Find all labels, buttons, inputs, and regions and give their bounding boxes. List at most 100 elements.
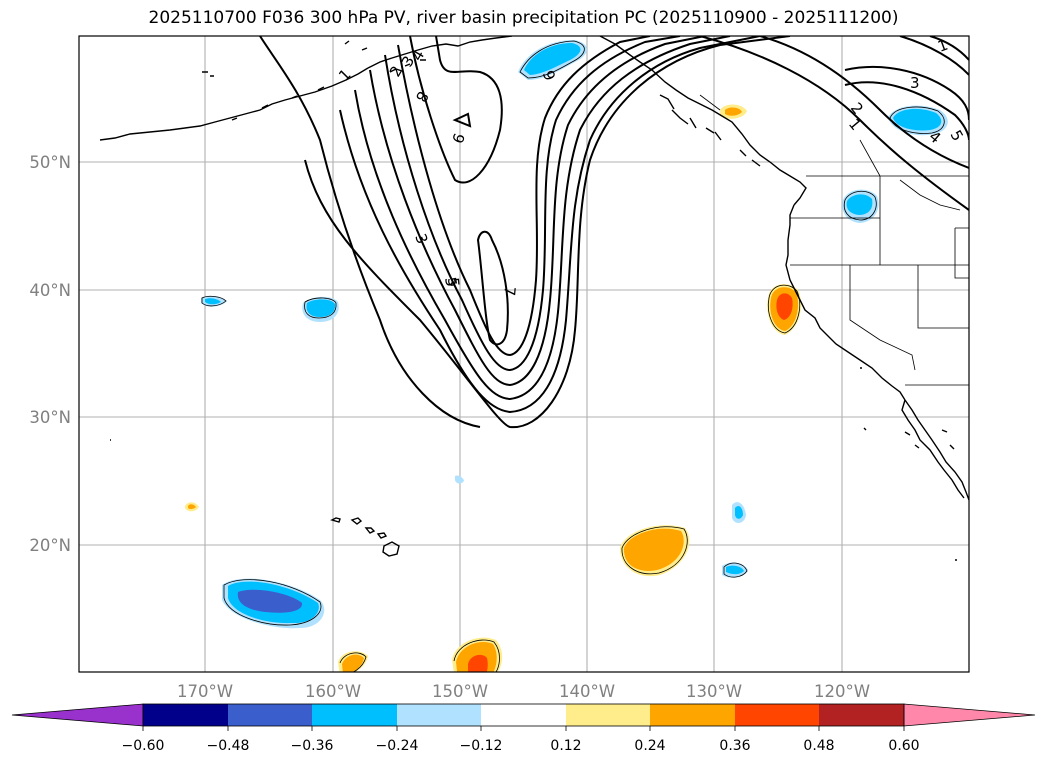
pv-contour bbox=[452, 112, 472, 128]
lon-label: 140°W bbox=[559, 682, 615, 701]
latitude-labels: 50°N 40°N 30°N 20°N bbox=[29, 153, 71, 555]
pv-contour bbox=[369, 36, 706, 387]
colorbar-bin bbox=[481, 704, 566, 726]
precip-negative-region bbox=[735, 505, 743, 519]
pv-contour bbox=[929, 36, 969, 61]
small-islands bbox=[860, 367, 957, 561]
colorbar-frame bbox=[142, 703, 905, 727]
lat-label: 30°N bbox=[29, 408, 71, 427]
colorbar-extend-low bbox=[11, 703, 144, 727]
border-alaska-canada bbox=[699, 94, 721, 111]
colorbar-ticks bbox=[142, 726, 905, 731]
lon-label: 170°W bbox=[177, 682, 233, 701]
precip-negative-region bbox=[237, 589, 303, 613]
colorbar: −0.60 −0.48 −0.36 −0.24 −0.12 0.12 0.24 … bbox=[11, 703, 1036, 754]
border-nevada bbox=[917, 265, 969, 329]
lat-label: 50°N bbox=[29, 153, 71, 172]
baja-inner-coast bbox=[901, 399, 965, 499]
map-frame bbox=[78, 35, 970, 673]
colorbar-bin bbox=[397, 704, 481, 726]
map-title: 2025110700 F036 300 hPa PV, river basin … bbox=[148, 8, 899, 28]
precip-positive-region bbox=[725, 107, 742, 116]
alaska-peninsula-islands bbox=[202, 71, 325, 121]
precip-positive-region bbox=[468, 654, 488, 672]
alaska-panhandle-coast bbox=[599, 36, 807, 206]
alaska-coast bbox=[367, 36, 513, 69]
pv-contour bbox=[259, 36, 481, 428]
longitude-labels: 170°W 160°W 150°W 140°W 130°W 120°W bbox=[177, 682, 870, 701]
precip-positive-region bbox=[776, 293, 793, 320]
precip-negative-outline bbox=[304, 297, 337, 319]
precip-negative-region bbox=[205, 298, 221, 305]
pv-contour bbox=[304, 36, 791, 429]
colorbar-tick-label: −0.12 bbox=[460, 738, 503, 754]
hawaii-oahu bbox=[350, 517, 363, 525]
colorbar-tick-label: −0.60 bbox=[122, 738, 165, 754]
precip-positive-outline bbox=[453, 639, 500, 672]
pv-contour-label: 8 bbox=[412, 88, 432, 105]
precip-negative-outline bbox=[519, 40, 585, 79]
us-west-coast bbox=[785, 204, 906, 401]
precip-positive-outline bbox=[621, 526, 688, 575]
precip-negative-region bbox=[893, 108, 942, 131]
lon-label: 130°W bbox=[686, 682, 742, 701]
precip-fill bbox=[185, 40, 948, 672]
colorbar-tick-label: −0.36 bbox=[291, 738, 334, 754]
pv-contour-label: 5 bbox=[441, 276, 460, 289]
precip-positive-region bbox=[188, 504, 196, 510]
colorbar-tick-label: 0.48 bbox=[803, 738, 834, 754]
colorbar-tick-label: 0.12 bbox=[550, 738, 581, 754]
pv-contour bbox=[339, 36, 761, 414]
pv-contour bbox=[844, 65, 969, 121]
borders bbox=[699, 94, 969, 386]
alaska-islands bbox=[344, 40, 426, 73]
pv-contour-label: 5 bbox=[444, 277, 463, 288]
precip-positive-outline bbox=[767, 284, 801, 334]
precip-positive-outline bbox=[339, 652, 367, 672]
precip-negative-region bbox=[455, 475, 464, 484]
pv-contour-label: 7 bbox=[500, 286, 519, 297]
precip-negative-outline bbox=[889, 106, 945, 134]
colorbar-bin bbox=[566, 704, 650, 726]
map-area: 1 2 3 4 5 6 7 8 9 3 5 2 1 1 3 4 5 bbox=[79, 36, 969, 672]
lon-label: 150°W bbox=[432, 682, 488, 701]
colorbar-tick-label: 0.60 bbox=[888, 738, 919, 754]
pv-contour bbox=[899, 36, 969, 76]
lat-label: 40°N bbox=[29, 281, 71, 300]
colorbar-bin bbox=[143, 704, 228, 726]
bc-islands bbox=[659, 94, 761, 167]
precip-negative-outline bbox=[723, 562, 748, 578]
precip-negative-region bbox=[524, 43, 581, 75]
gulf-islands bbox=[904, 429, 955, 450]
colorbar-bin bbox=[228, 704, 312, 726]
colorbar-tick-label: 0.36 bbox=[719, 738, 750, 754]
colorbar-bin bbox=[735, 704, 819, 726]
pv-contour bbox=[759, 36, 969, 169]
pv-contour bbox=[476, 230, 509, 346]
precip-negative-outline bbox=[843, 190, 877, 221]
border-montana bbox=[954, 227, 969, 279]
pv-contour bbox=[384, 36, 681, 372]
hawaii-maui bbox=[364, 527, 388, 539]
precip-negative-outline bbox=[201, 295, 227, 307]
precip-positive-region bbox=[623, 528, 684, 571]
pv-contour-label: 3 bbox=[411, 231, 431, 246]
colorbar-bin bbox=[650, 704, 735, 726]
aleutian-islands bbox=[99, 67, 369, 141]
precip-negative-region bbox=[846, 194, 873, 215]
precip-negative-outline bbox=[223, 579, 322, 626]
pv-contour-label: 9 bbox=[448, 131, 468, 146]
pv-contours bbox=[259, 36, 969, 429]
border-bc-alberta bbox=[859, 139, 961, 211]
border-california-nevada bbox=[849, 265, 916, 371]
colorbar-tick-label: −0.48 bbox=[207, 738, 250, 754]
colorbar-bin bbox=[819, 704, 904, 726]
colorbar-tick-label: 0.24 bbox=[634, 738, 665, 754]
graticule bbox=[79, 36, 969, 672]
pv-contour bbox=[844, 81, 969, 141]
pv-contour-label: 1 bbox=[845, 115, 865, 134]
hawaii-big-island bbox=[382, 541, 400, 557]
pv-contour bbox=[354, 36, 731, 401]
pv-contour bbox=[397, 36, 651, 357]
precip-positive-region bbox=[342, 654, 364, 672]
